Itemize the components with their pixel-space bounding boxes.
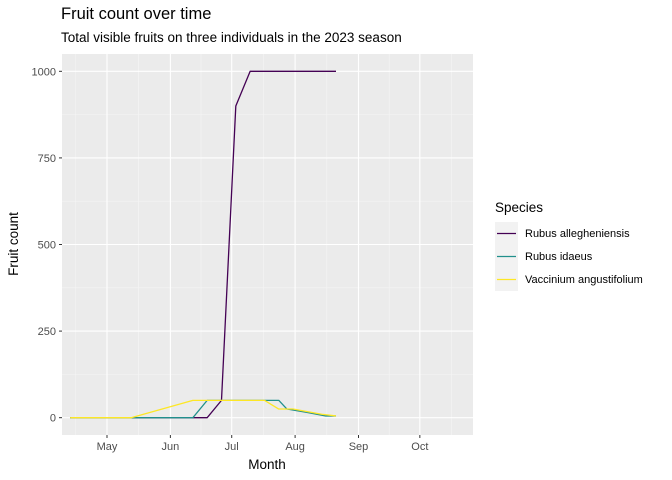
y-axis: 0 250 500 750 1000 (32, 66, 62, 425)
series-lines (70, 70, 337, 419)
x-tick-label-Oct: Oct (411, 441, 428, 453)
x-axis: May Jun Jul Aug Sep Oct (97, 435, 428, 453)
legend-label-1: Rubus idaeus (525, 251, 593, 263)
grid-major (62, 54, 473, 435)
legend-label-2: Vaccinium angustifolium (525, 274, 643, 286)
y-tick-label-250: 250 (38, 326, 56, 338)
legend-title: Species (495, 200, 543, 215)
x-tick-label-Aug: Aug (285, 441, 305, 453)
y-tick-label-750: 750 (38, 153, 56, 165)
x-tick-label-Jun: Jun (161, 441, 179, 453)
legend-label-0: Rubus allegheniensis (525, 228, 630, 240)
series-line-0 (70, 70, 336, 419)
x-tick-label-Sep: Sep (349, 441, 369, 453)
chart-subtitle: Total visible fruits on three individual… (61, 30, 402, 45)
x-tick-label-May: May (97, 441, 118, 453)
chart-title: Fruit count over time (61, 5, 212, 23)
y-tick-label-500: 500 (38, 240, 56, 252)
series-line-2 (70, 399, 337, 419)
legend: Rubus allegheniensis Rubus idaeus Vacciniu… (495, 222, 643, 291)
y-axis-title: Fruit count (6, 212, 21, 276)
x-tick-label-Jul: Jul (225, 441, 239, 453)
x-axis-title: Month (248, 457, 286, 472)
y-tick-label-0: 0 (50, 413, 56, 425)
y-tick-label-1000: 1000 (32, 66, 56, 78)
